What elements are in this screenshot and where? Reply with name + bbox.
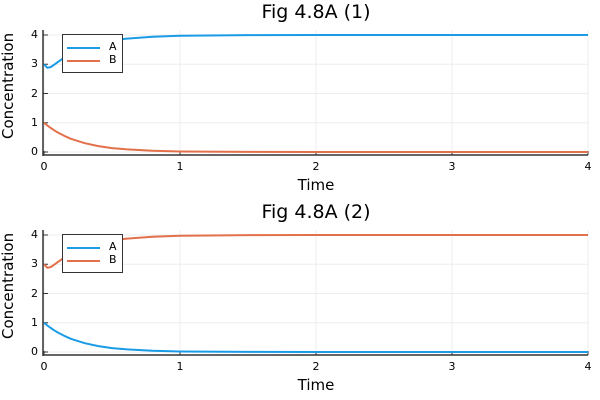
y-tick: 1 [31,116,38,129]
plot-area-1 [42,30,589,156]
x-tick: 2 [312,360,320,373]
plot-area-2 [42,230,589,356]
x-tick: 3 [448,160,456,173]
y-tick: 0 [31,345,38,358]
y-tick: 1 [31,316,38,329]
legend-item-b: B [67,253,123,267]
y-axis-label: Concentration [0,232,17,339]
x-tick: 1 [176,360,184,373]
x-tick: 2 [312,160,320,173]
legend-line-a [67,247,100,249]
x-tick: 3 [448,360,456,373]
x-tick: 1 [176,160,184,173]
legend-label: A [109,240,117,253]
legend: A B [62,234,123,273]
chart-title: Fig 4.8A (2) [261,201,371,223]
y-tick: 0 [31,145,38,158]
x-axis-label: Time [297,176,335,194]
x-tick: 0 [40,160,48,173]
chart-title: Fig 4.8A (1) [261,1,371,23]
chart-panel-2: Fig 4.8A (2) Concentration Time 0 1 2 3 … [0,200,600,400]
x-axis-label: Time [297,376,335,394]
chart-panel-1: Fig 4.8A (1) Concentration Time 0 1 2 3 … [0,1,592,194]
legend-line-b [67,260,100,262]
x-tick: 4 [584,360,592,373]
legend-label: B [109,253,117,266]
y-tick: 3 [31,57,38,70]
legend-line-b [67,60,100,62]
legend-label: A [109,40,117,53]
y-tick: 2 [31,87,38,100]
legend-item-a: A [67,240,123,254]
y-tick: 4 [31,28,38,41]
legend-item-b: B [67,53,123,67]
legend: A B [62,34,123,73]
series-line-a [43,322,588,353]
x-tick: 0 [40,360,48,373]
y-tick: 2 [31,287,38,300]
y-tick: 3 [31,257,38,270]
x-tick: 4 [584,160,592,173]
legend-line-a [67,47,100,49]
legend-item-a: A [67,40,123,54]
series-line-b [43,122,588,153]
y-axis-label: Concentration [0,32,17,139]
legend-label: B [109,53,117,66]
y-tick: 4 [31,228,38,241]
